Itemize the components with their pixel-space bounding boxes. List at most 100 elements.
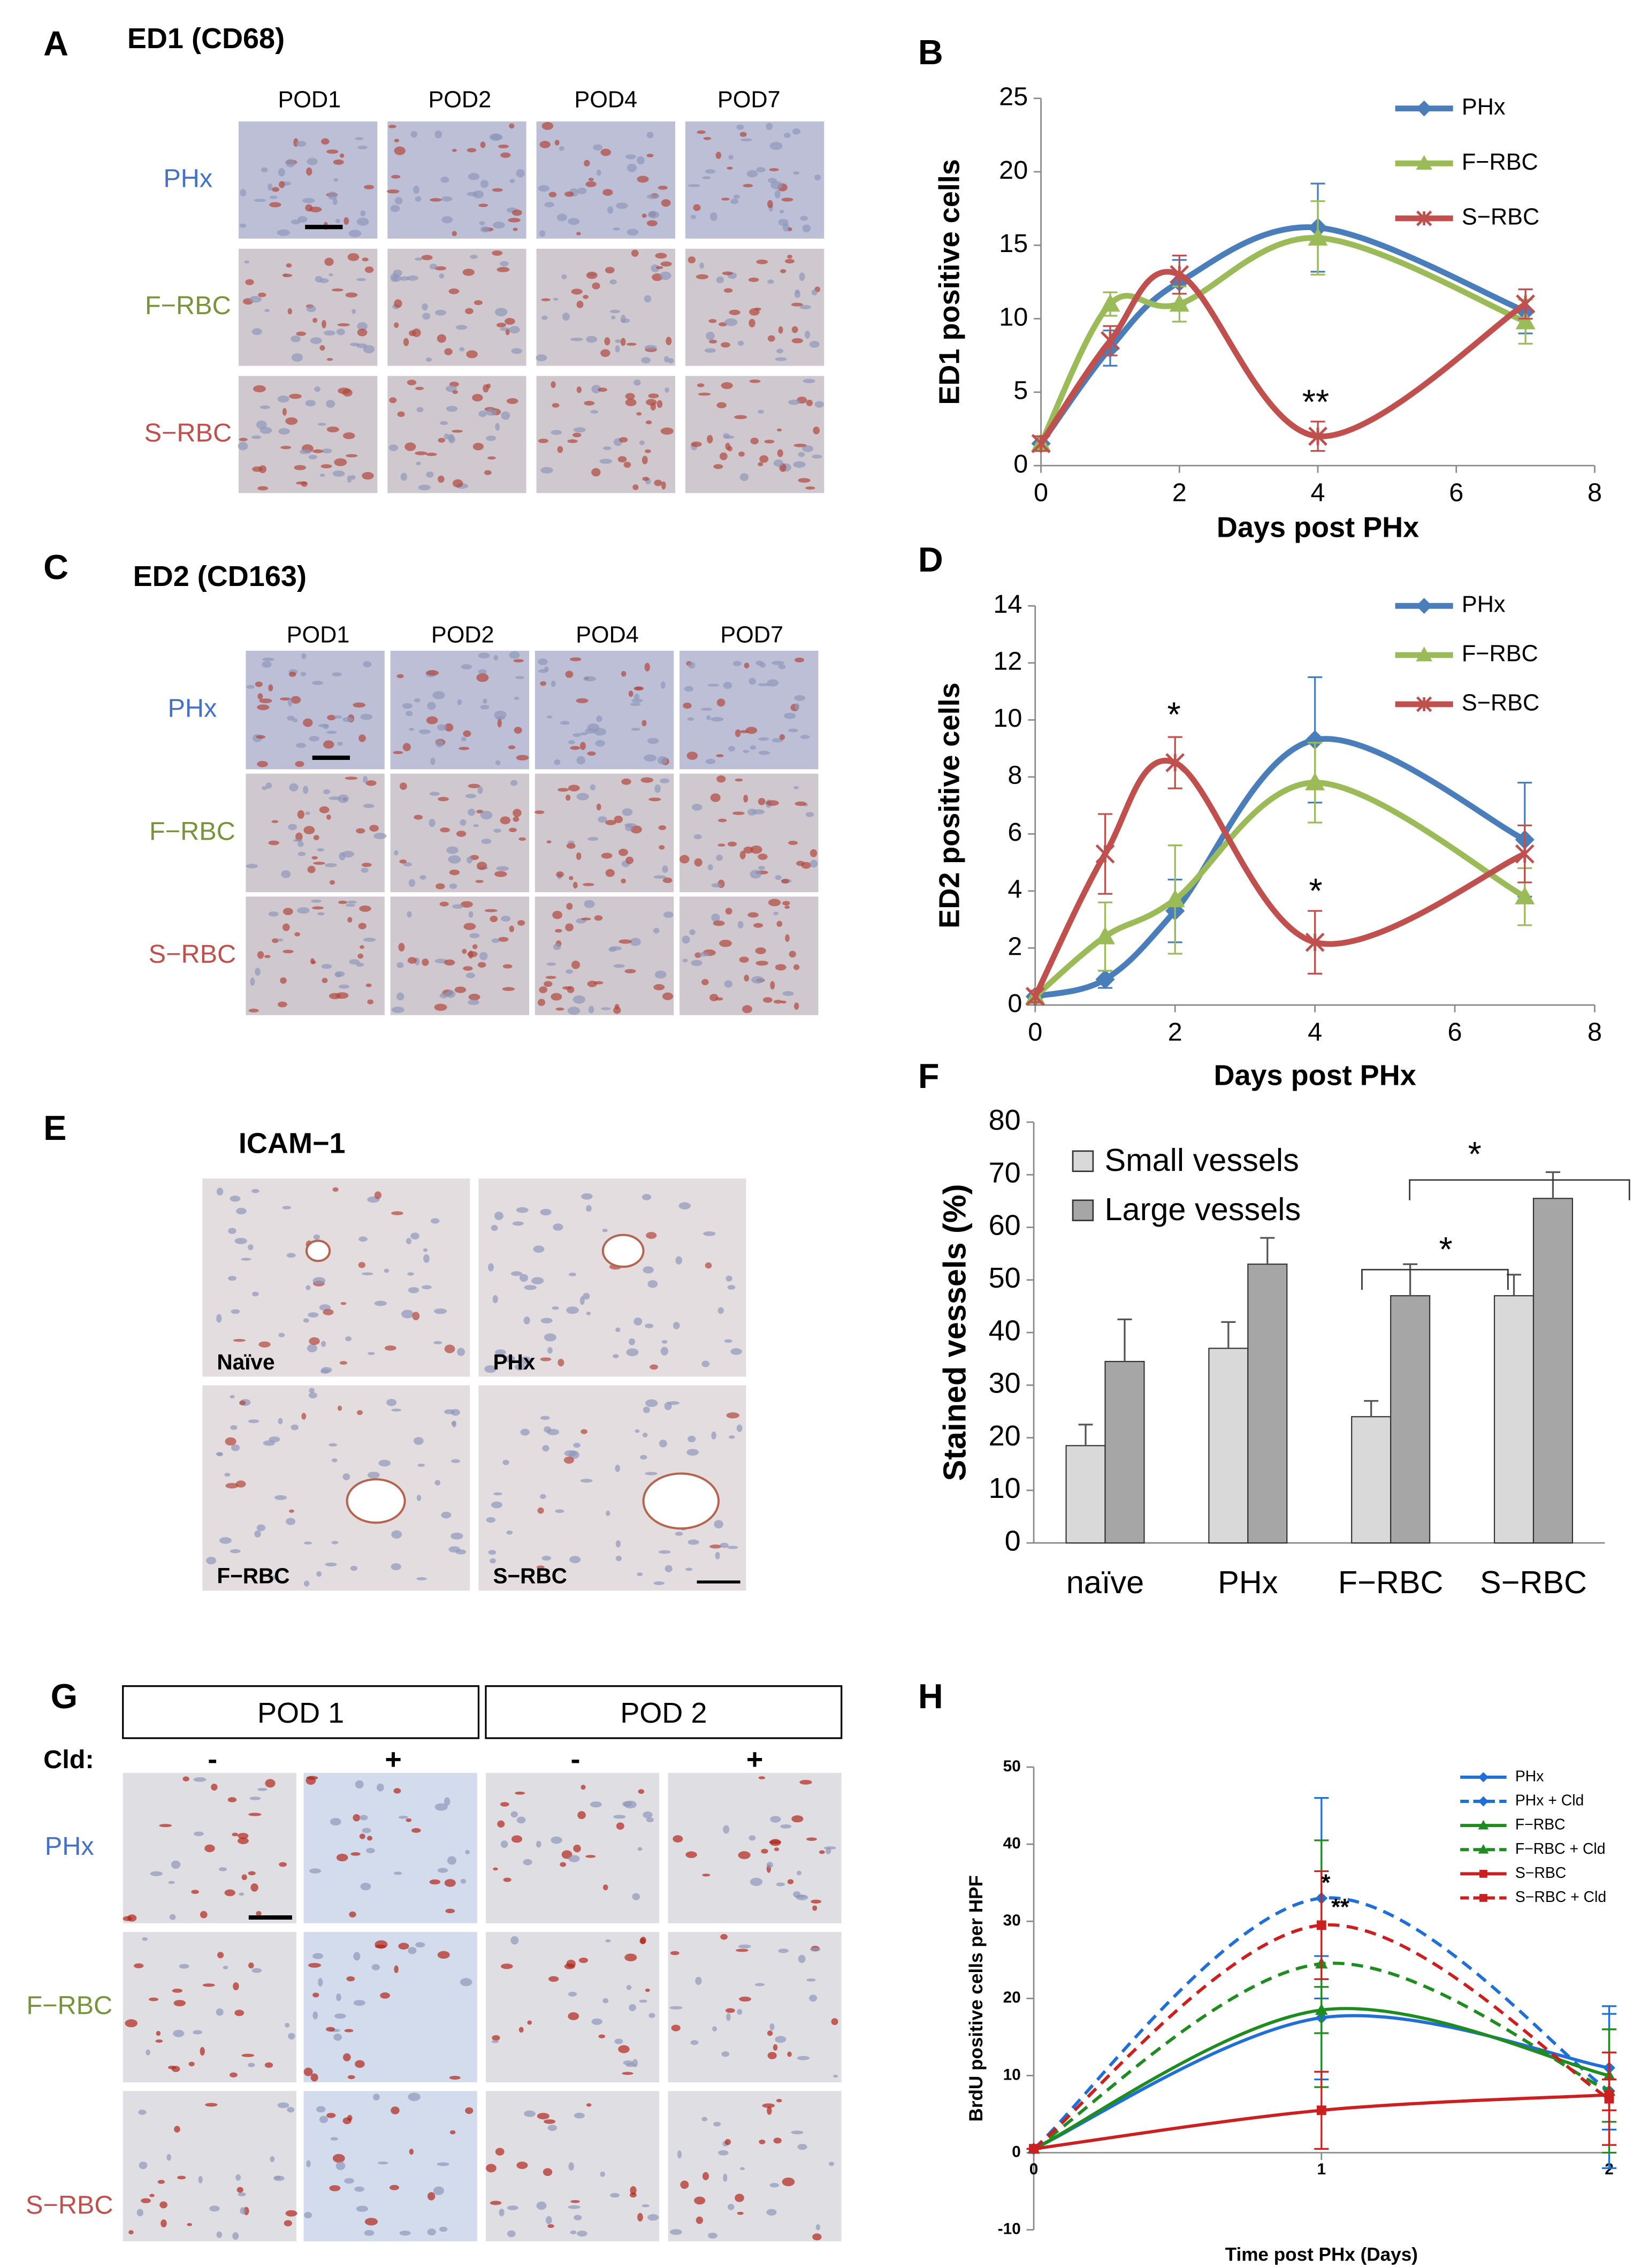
stain-cell bbox=[619, 939, 632, 944]
stain-cell bbox=[439, 273, 445, 279]
y-tick-label: 5 bbox=[1013, 376, 1028, 405]
stain-cell bbox=[346, 454, 358, 458]
stain-cell bbox=[446, 846, 459, 854]
stain-cell bbox=[702, 176, 711, 179]
stain-cell bbox=[564, 191, 574, 197]
stain-cell bbox=[723, 1825, 730, 1834]
stain-cell bbox=[796, 1870, 802, 1876]
stain-cell bbox=[307, 158, 318, 165]
stain-cell bbox=[398, 942, 405, 952]
stain-cell bbox=[398, 1815, 408, 1819]
stain-cell bbox=[230, 1549, 241, 1554]
stain-cell bbox=[434, 1480, 441, 1486]
stain-cell bbox=[514, 726, 522, 734]
stain-cell bbox=[347, 900, 357, 904]
stain-cell bbox=[311, 961, 316, 964]
marker bbox=[1165, 753, 1185, 773]
stain-cell bbox=[240, 189, 247, 196]
stain-cell bbox=[775, 2036, 787, 2043]
stain-cell bbox=[514, 1364, 526, 1371]
stain-cell bbox=[787, 2051, 792, 2057]
micrograph bbox=[202, 1178, 470, 1377]
x-tick-label: F−RBC bbox=[1338, 1564, 1444, 1600]
stain-cell bbox=[798, 478, 811, 483]
stain-cell bbox=[653, 927, 660, 934]
micrograph bbox=[536, 376, 675, 493]
marker bbox=[1478, 1820, 1489, 1830]
stain-cell bbox=[332, 2153, 345, 2163]
stain-cell bbox=[282, 408, 287, 416]
stain-cell bbox=[512, 1221, 524, 1226]
stain-cell bbox=[257, 760, 268, 767]
image-label: Naïve bbox=[217, 1350, 274, 1374]
panel-title: ED1 (CD68) bbox=[127, 22, 285, 55]
error-bar bbox=[1403, 1263, 1418, 1296]
stain-cell bbox=[495, 760, 501, 766]
stain-cell bbox=[576, 698, 589, 703]
stain-cell bbox=[540, 1415, 550, 1420]
stain-cell bbox=[494, 308, 508, 317]
stain-cell bbox=[388, 444, 399, 451]
stain-cell bbox=[332, 198, 338, 205]
stain-cell bbox=[605, 869, 615, 877]
stain-cell bbox=[646, 1232, 657, 1239]
legend-swatch bbox=[1072, 1150, 1094, 1173]
stain-cell bbox=[293, 839, 303, 842]
stain-cell bbox=[520, 1428, 530, 1436]
stain-cell bbox=[764, 439, 775, 444]
stain-cell bbox=[500, 1802, 509, 1807]
stain-cell bbox=[172, 1988, 183, 1993]
stain-cell bbox=[465, 794, 477, 798]
stain-cell bbox=[422, 303, 428, 311]
stain-cell bbox=[756, 167, 766, 172]
micrograph bbox=[680, 650, 819, 770]
stain-cell bbox=[452, 149, 457, 152]
stain-cell bbox=[308, 1312, 319, 1318]
stain-cell bbox=[767, 2052, 777, 2059]
stain-cell bbox=[812, 454, 822, 459]
stain-cell bbox=[312, 317, 318, 323]
stain-cell bbox=[278, 428, 291, 435]
stain-cell bbox=[614, 2038, 623, 2044]
stain-cell bbox=[728, 155, 734, 160]
stain-cell bbox=[229, 2072, 238, 2077]
stain-cell bbox=[570, 746, 581, 750]
stain-cell bbox=[410, 131, 418, 138]
stain-cell bbox=[630, 2186, 637, 2195]
stain-cell bbox=[249, 295, 262, 303]
stain-cell bbox=[434, 130, 442, 139]
stain-cell bbox=[802, 445, 814, 452]
stain-cell bbox=[484, 909, 498, 912]
stain-cell bbox=[295, 743, 307, 748]
stain-cell bbox=[527, 2020, 532, 2025]
group-label: POD 2 bbox=[620, 1697, 707, 1729]
stain-cell bbox=[716, 754, 724, 757]
stain-cell bbox=[691, 960, 703, 966]
stain-cell bbox=[568, 1991, 577, 1997]
stain-cell bbox=[337, 323, 350, 326]
stain-cell bbox=[520, 1356, 532, 1365]
stain-cell bbox=[553, 943, 561, 950]
stain-cell bbox=[495, 423, 500, 431]
marker bbox=[1170, 265, 1189, 285]
stain-cell bbox=[313, 862, 325, 865]
stain-cell bbox=[230, 1425, 238, 1430]
stain-cell bbox=[616, 1822, 624, 1830]
stain-cell bbox=[665, 387, 669, 393]
stain-cell bbox=[739, 1996, 752, 2002]
stain-cell bbox=[323, 789, 330, 795]
stain-cell bbox=[362, 1828, 371, 1833]
x-tick-label: 8 bbox=[1587, 478, 1602, 507]
stain-cell bbox=[758, 1776, 766, 1779]
legend-label: Large vessels bbox=[1104, 1191, 1301, 1227]
stain-cell bbox=[778, 326, 783, 334]
stain-cell bbox=[619, 437, 628, 443]
stain-cell bbox=[761, 1848, 768, 1854]
legend-label: PHx bbox=[1515, 1768, 1544, 1785]
stain-cell bbox=[306, 305, 316, 313]
y-tick-label: 20 bbox=[1003, 1989, 1021, 2006]
stain-cell bbox=[454, 986, 467, 993]
stain-cell bbox=[421, 255, 433, 261]
micrograph bbox=[685, 121, 825, 239]
stain-cell bbox=[762, 2103, 775, 2108]
